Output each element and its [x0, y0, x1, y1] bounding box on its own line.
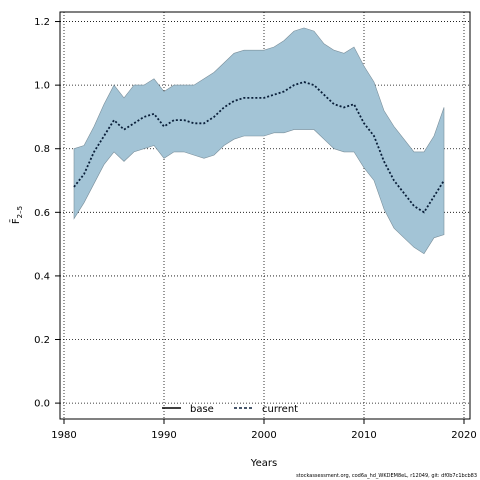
x-tick-label: 2020: [451, 430, 476, 441]
y-tick-label: 0.4: [34, 271, 50, 282]
y-tick-label: 0.6: [34, 208, 50, 219]
legend-label-base: base: [190, 404, 214, 415]
x-tick-label: 2010: [351, 430, 376, 441]
x-axis-title: Years: [250, 458, 277, 469]
y-tick-label: 0.0: [34, 399, 50, 410]
series-lines: [73, 81, 445, 214]
confidence-band-area: [73, 27, 445, 255]
x-tick-label: 1980: [51, 430, 76, 441]
x-tick-label: 2000: [251, 430, 276, 441]
y-tick-label: 1.2: [34, 17, 50, 28]
y-tick-label: 0.2: [34, 335, 50, 346]
y-axis: 0.0 0.2 0.4 0.6 0.8 1.0 1.2: [34, 17, 60, 410]
y-axis-title: F̄2–5: [9, 206, 24, 224]
y-tick-label: 0.8: [34, 144, 50, 155]
svg-text:F̄2–5: F̄2–5: [9, 206, 24, 224]
y-tick-label: 1.0: [34, 81, 50, 92]
x-axis: 1980 1990 2000 2010 2020: [51, 419, 477, 441]
plot-frame: [59, 11, 471, 420]
x-tick-label: 1990: [151, 430, 176, 441]
y-axis-title-main: F̄: [9, 218, 22, 224]
confidence-band: [73, 27, 445, 255]
footnote: stockassessment.org, cod6a_hd_WKDEM8eL, …: [296, 473, 477, 479]
y-axis-title-subscript: 2–5: [16, 206, 24, 218]
series-line-current: [73, 81, 445, 214]
legend-label-current: current: [262, 404, 298, 415]
legend: base current: [162, 404, 298, 415]
